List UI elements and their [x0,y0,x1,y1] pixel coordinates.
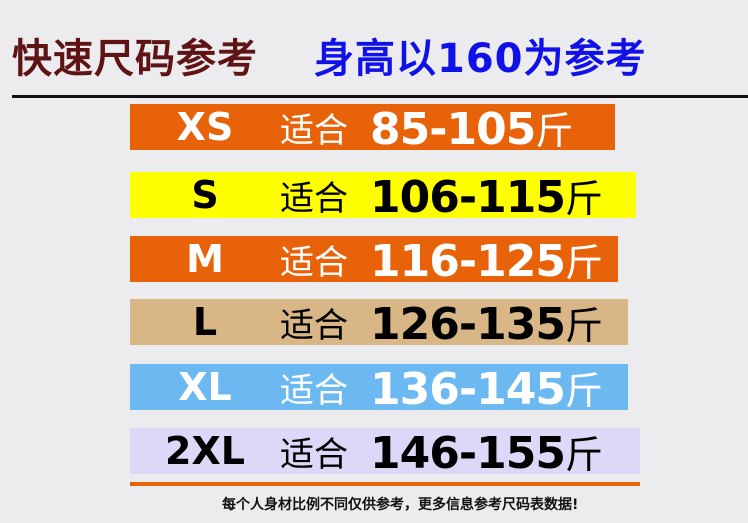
size-label: L [192,300,218,344]
weight-unit: 斤 [564,176,603,221]
fit-label: 适合 [280,178,348,219]
fit-label: 适合 [280,305,348,346]
fit-label: 适合 [280,370,348,411]
size-label: XS [176,105,234,149]
weight-range: 146-155斤 [370,424,603,479]
divider [130,482,640,486]
weight-unit: 斤 [564,368,603,413]
weight-range-value: 106-115 [370,171,566,223]
weight-range: 126-135斤 [370,295,603,350]
size-row: M 适合 116-125斤 [130,236,618,287]
weight-range-value: 116-125 [370,235,566,287]
weight-range-value: 146-155 [370,427,566,479]
weight-range: 85-105斤 [370,100,573,155]
size-row: S 适合 106-115斤 [130,172,636,223]
footer-note: 每个人身材比例不同仅供参考，更多信息参考尺码表数据! [222,497,579,513]
page-title: 快速尺码参考 [12,36,258,82]
weight-range: 136-145斤 [370,360,603,415]
size-row: 2XL 适合 146-155斤 [130,428,640,479]
height-reference: 身高以160为参考 [314,36,647,82]
weight-unit: 斤 [564,303,603,348]
size-label: S [191,173,219,217]
weight-range-value: 85-105 [370,103,536,155]
weight-range: 116-125斤 [370,232,603,287]
size-label: 2XL [165,429,245,473]
fit-label: 适合 [280,434,348,475]
size-row: XL 适合 136-145斤 [130,364,628,415]
weight-unit: 斤 [564,432,603,477]
divider [12,95,748,98]
weight-unit: 斤 [564,240,603,285]
size-label: XL [178,365,232,409]
weight-range-value: 136-145 [370,363,566,415]
size-label: M [186,237,224,281]
weight-range-value: 126-135 [370,298,566,350]
size-row: L 适合 126-135斤 [130,299,628,350]
size-row: XS 适合 85-105斤 [130,104,615,155]
weight-unit: 斤 [535,108,573,153]
fit-label: 适合 [280,242,348,283]
weight-range: 106-115斤 [370,168,603,223]
fit-label: 适合 [280,110,348,151]
